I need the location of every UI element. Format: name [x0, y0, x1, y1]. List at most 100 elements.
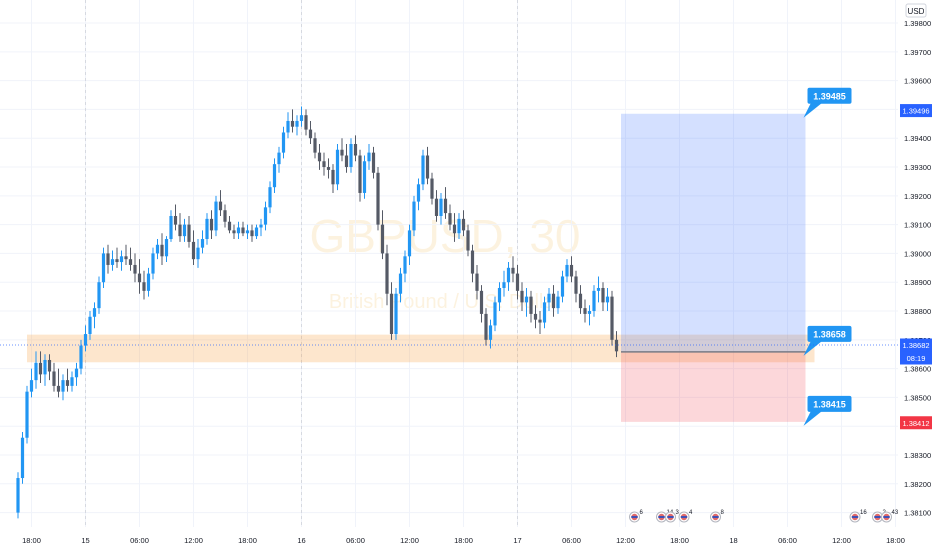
- time-tick-label: 06:00: [346, 536, 365, 545]
- time-tick-label: 18:00: [238, 536, 257, 545]
- currency-badge[interactable]: [905, 3, 927, 18]
- position-label-text: 1.38658: [813, 329, 846, 339]
- current-price-tag-box: [900, 338, 932, 352]
- stop-loss-zone: [621, 351, 806, 422]
- event-flag-stripe: [631, 516, 638, 518]
- candle-body: [200, 239, 205, 248]
- candle-body: [241, 227, 245, 234]
- candle-body: [61, 380, 65, 392]
- currency-label: USD: [908, 7, 925, 16]
- candle-body: [488, 325, 493, 340]
- candle-body: [439, 198, 443, 216]
- candle-body: [304, 115, 308, 130]
- time-tick-label: 18:00: [670, 536, 689, 545]
- candle-body: [353, 143, 358, 156]
- candle-body: [160, 244, 164, 257]
- candle-body: [232, 230, 236, 234]
- price-tick-label: 1.39200: [904, 192, 931, 201]
- candle-body: [155, 244, 160, 254]
- candle-body: [506, 267, 511, 283]
- candle-body: [578, 293, 583, 309]
- countdown-tag-box: [900, 351, 932, 365]
- candle-body: [65, 380, 70, 386]
- candle-body: [34, 362, 38, 381]
- candle-body: [601, 287, 605, 303]
- candle-body: [142, 282, 146, 291]
- candle-body: [308, 129, 313, 139]
- candle-body: [169, 215, 173, 240]
- price-tick-label: 1.39800: [904, 19, 931, 28]
- time-tick-label: 12:00: [832, 536, 851, 545]
- candle-body: [389, 293, 394, 335]
- position-label-text: 1.39485: [813, 91, 846, 101]
- candle-body: [70, 377, 74, 386]
- event-count: 3: [676, 510, 680, 516]
- candle-body: [52, 371, 56, 386]
- event-count: 6: [640, 510, 644, 516]
- candle-body: [277, 152, 281, 165]
- candle-body: [425, 155, 430, 179]
- candle-body: [610, 296, 614, 340]
- label-pointer: [803, 409, 824, 426]
- price-tick-label: 1.39000: [904, 249, 931, 258]
- candle-body: [259, 224, 263, 228]
- candle-body: [479, 290, 484, 314]
- candle-body: [209, 218, 214, 231]
- candle-body: [151, 253, 155, 274]
- candle-body: [344, 155, 349, 168]
- candle-body: [533, 313, 538, 320]
- time-tick-label: 16: [297, 536, 305, 545]
- current-price-tag-text: 1.38682: [902, 341, 929, 350]
- price-tick-label: 1.39600: [904, 77, 931, 86]
- candle-body: [295, 120, 299, 127]
- price-tick-label: 1.38100: [904, 509, 931, 518]
- candle-body: [596, 287, 601, 291]
- candle-body: [443, 198, 448, 214]
- candle-body: [299, 115, 304, 121]
- event-count: 43: [892, 510, 899, 516]
- candle-body: [38, 362, 43, 375]
- label-pointer: [803, 101, 824, 118]
- candle-body: [430, 178, 434, 199]
- candle-body: [178, 224, 182, 237]
- time-tick-label: 06:00: [130, 536, 149, 545]
- candle-body: [205, 218, 209, 240]
- candle-body: [326, 167, 331, 170]
- candle-body: [196, 247, 200, 260]
- candle-body: [452, 224, 457, 234]
- candle-body: [20, 437, 25, 479]
- candle-body: [88, 316, 92, 335]
- candle-body: [106, 253, 110, 265]
- support-zone: [27, 334, 815, 363]
- candle-body: [128, 259, 133, 265]
- time-tick-label: 06:00: [562, 536, 581, 545]
- price-tag-box: [900, 416, 932, 430]
- candle-body: [484, 313, 488, 340]
- candle-body: [461, 218, 466, 231]
- candle-body: [29, 380, 34, 392]
- price-axis[interactable]: USD 1.398001.397001.396001.395001.394001…: [898, 0, 932, 550]
- time-tick-label: 12:00: [184, 536, 203, 545]
- event-flag-stripe: [874, 516, 881, 518]
- long-position-tool[interactable]: [621, 113, 806, 422]
- candle-body: [538, 319, 542, 323]
- economic-events: 61434816243: [629, 510, 899, 523]
- candle-body: [385, 253, 389, 294]
- countdown-tag-text: 08:19: [907, 354, 926, 363]
- candle-body: [475, 273, 479, 291]
- price-tick-label: 1.38500: [904, 393, 931, 402]
- time-tick-label: 18: [729, 536, 737, 545]
- event-flag-stripe: [680, 516, 688, 518]
- time-axis[interactable]: 18:00 15 06:00 12:00 18:00 16 06:00 12:00 18:00 1…: [0, 527, 932, 550]
- price-tick-label: 1.39100: [904, 221, 931, 230]
- candle-body: [119, 256, 124, 263]
- candle-body: [83, 334, 88, 346]
- candle-body: [502, 282, 506, 288]
- candle-body: [223, 210, 227, 222]
- candle-body: [367, 152, 371, 162]
- time-tick-label: 15: [81, 536, 89, 545]
- candle-body: [290, 120, 295, 127]
